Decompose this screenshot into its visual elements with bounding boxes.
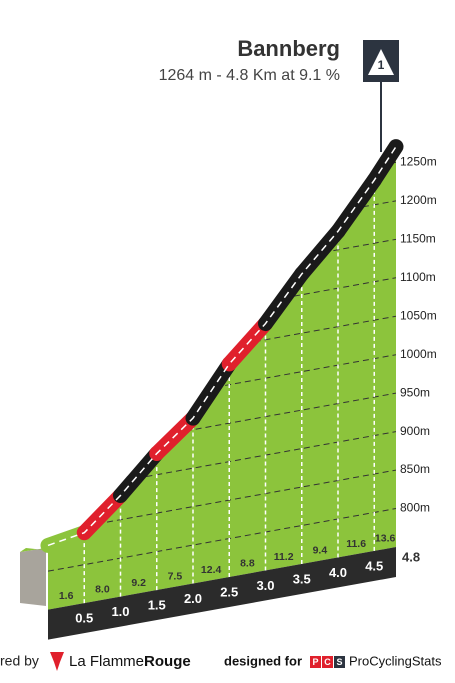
pcs-box xyxy=(334,656,345,668)
footer-powered: red by xyxy=(0,653,39,669)
y-tick-label: 950m xyxy=(400,385,430,399)
pcs-letter: S xyxy=(336,657,342,667)
gradient-label: 9.4 xyxy=(313,544,328,556)
x-tick-label: 1.0 xyxy=(111,604,129,619)
end-distance-label: 4.8 xyxy=(402,549,420,564)
y-tick-label: 800m xyxy=(400,501,430,515)
grid-line xyxy=(48,392,396,457)
x-tick-label: 2.5 xyxy=(220,584,238,599)
x-tick-label: 1.5 xyxy=(148,598,166,613)
chart-title: Bannberg xyxy=(237,36,340,61)
x-tick-label: 3.5 xyxy=(293,571,311,586)
gradient-label: 11.2 xyxy=(274,551,294,563)
y-tick-label: 1050m xyxy=(400,308,437,322)
gradient-label: 12.4 xyxy=(201,564,222,576)
y-tick-label: 850m xyxy=(400,462,430,476)
pcs-box xyxy=(322,656,333,668)
grid-line xyxy=(48,238,396,303)
footer-brand-a: La FlammeRouge xyxy=(69,653,191,670)
gradient-label: 1.6 xyxy=(59,590,74,602)
base-band xyxy=(48,547,396,640)
gradient-label: 8.0 xyxy=(95,584,110,596)
gradient-label: 9.2 xyxy=(131,577,146,589)
gradient-label: 13.6 xyxy=(375,533,396,545)
start-block-top xyxy=(20,548,48,552)
footer-site: ProCyclingStats xyxy=(349,653,442,668)
gradient-label: 7.5 xyxy=(168,571,183,583)
y-tick-label: 900m xyxy=(400,424,430,438)
footer-designed: designed for xyxy=(224,653,302,668)
gradient-label: 8.8 xyxy=(240,558,255,570)
flamme-logo xyxy=(50,652,64,671)
y-tick-label: 1100m xyxy=(400,270,436,284)
x-tick-label: 4.5 xyxy=(365,558,383,573)
y-tick-label: 1200m xyxy=(400,193,437,207)
road-centerline xyxy=(47,146,397,547)
chart-subtitle: 1264 m - 4.8 Km at 9.1 % xyxy=(159,67,340,84)
grid-line xyxy=(48,315,396,380)
x-tick-label: 2.0 xyxy=(184,591,202,606)
pcs-letter: C xyxy=(324,657,331,667)
y-tick-label: 1150m xyxy=(400,231,436,245)
y-tick-label: 1000m xyxy=(400,347,437,361)
x-tick-label: 4.0 xyxy=(329,565,347,580)
x-tick-label: 3.0 xyxy=(256,578,274,593)
badge-number: 1 xyxy=(378,58,385,72)
gradient-label: 11.6 xyxy=(346,538,366,550)
x-tick-label: 0.5 xyxy=(75,611,93,626)
pcs-letter: P xyxy=(312,657,318,667)
pcs-box xyxy=(310,656,321,668)
start-block-face xyxy=(20,548,46,606)
y-tick-label: 1250m xyxy=(400,155,437,169)
badge-triangle xyxy=(368,49,394,75)
grid-line xyxy=(48,469,396,534)
